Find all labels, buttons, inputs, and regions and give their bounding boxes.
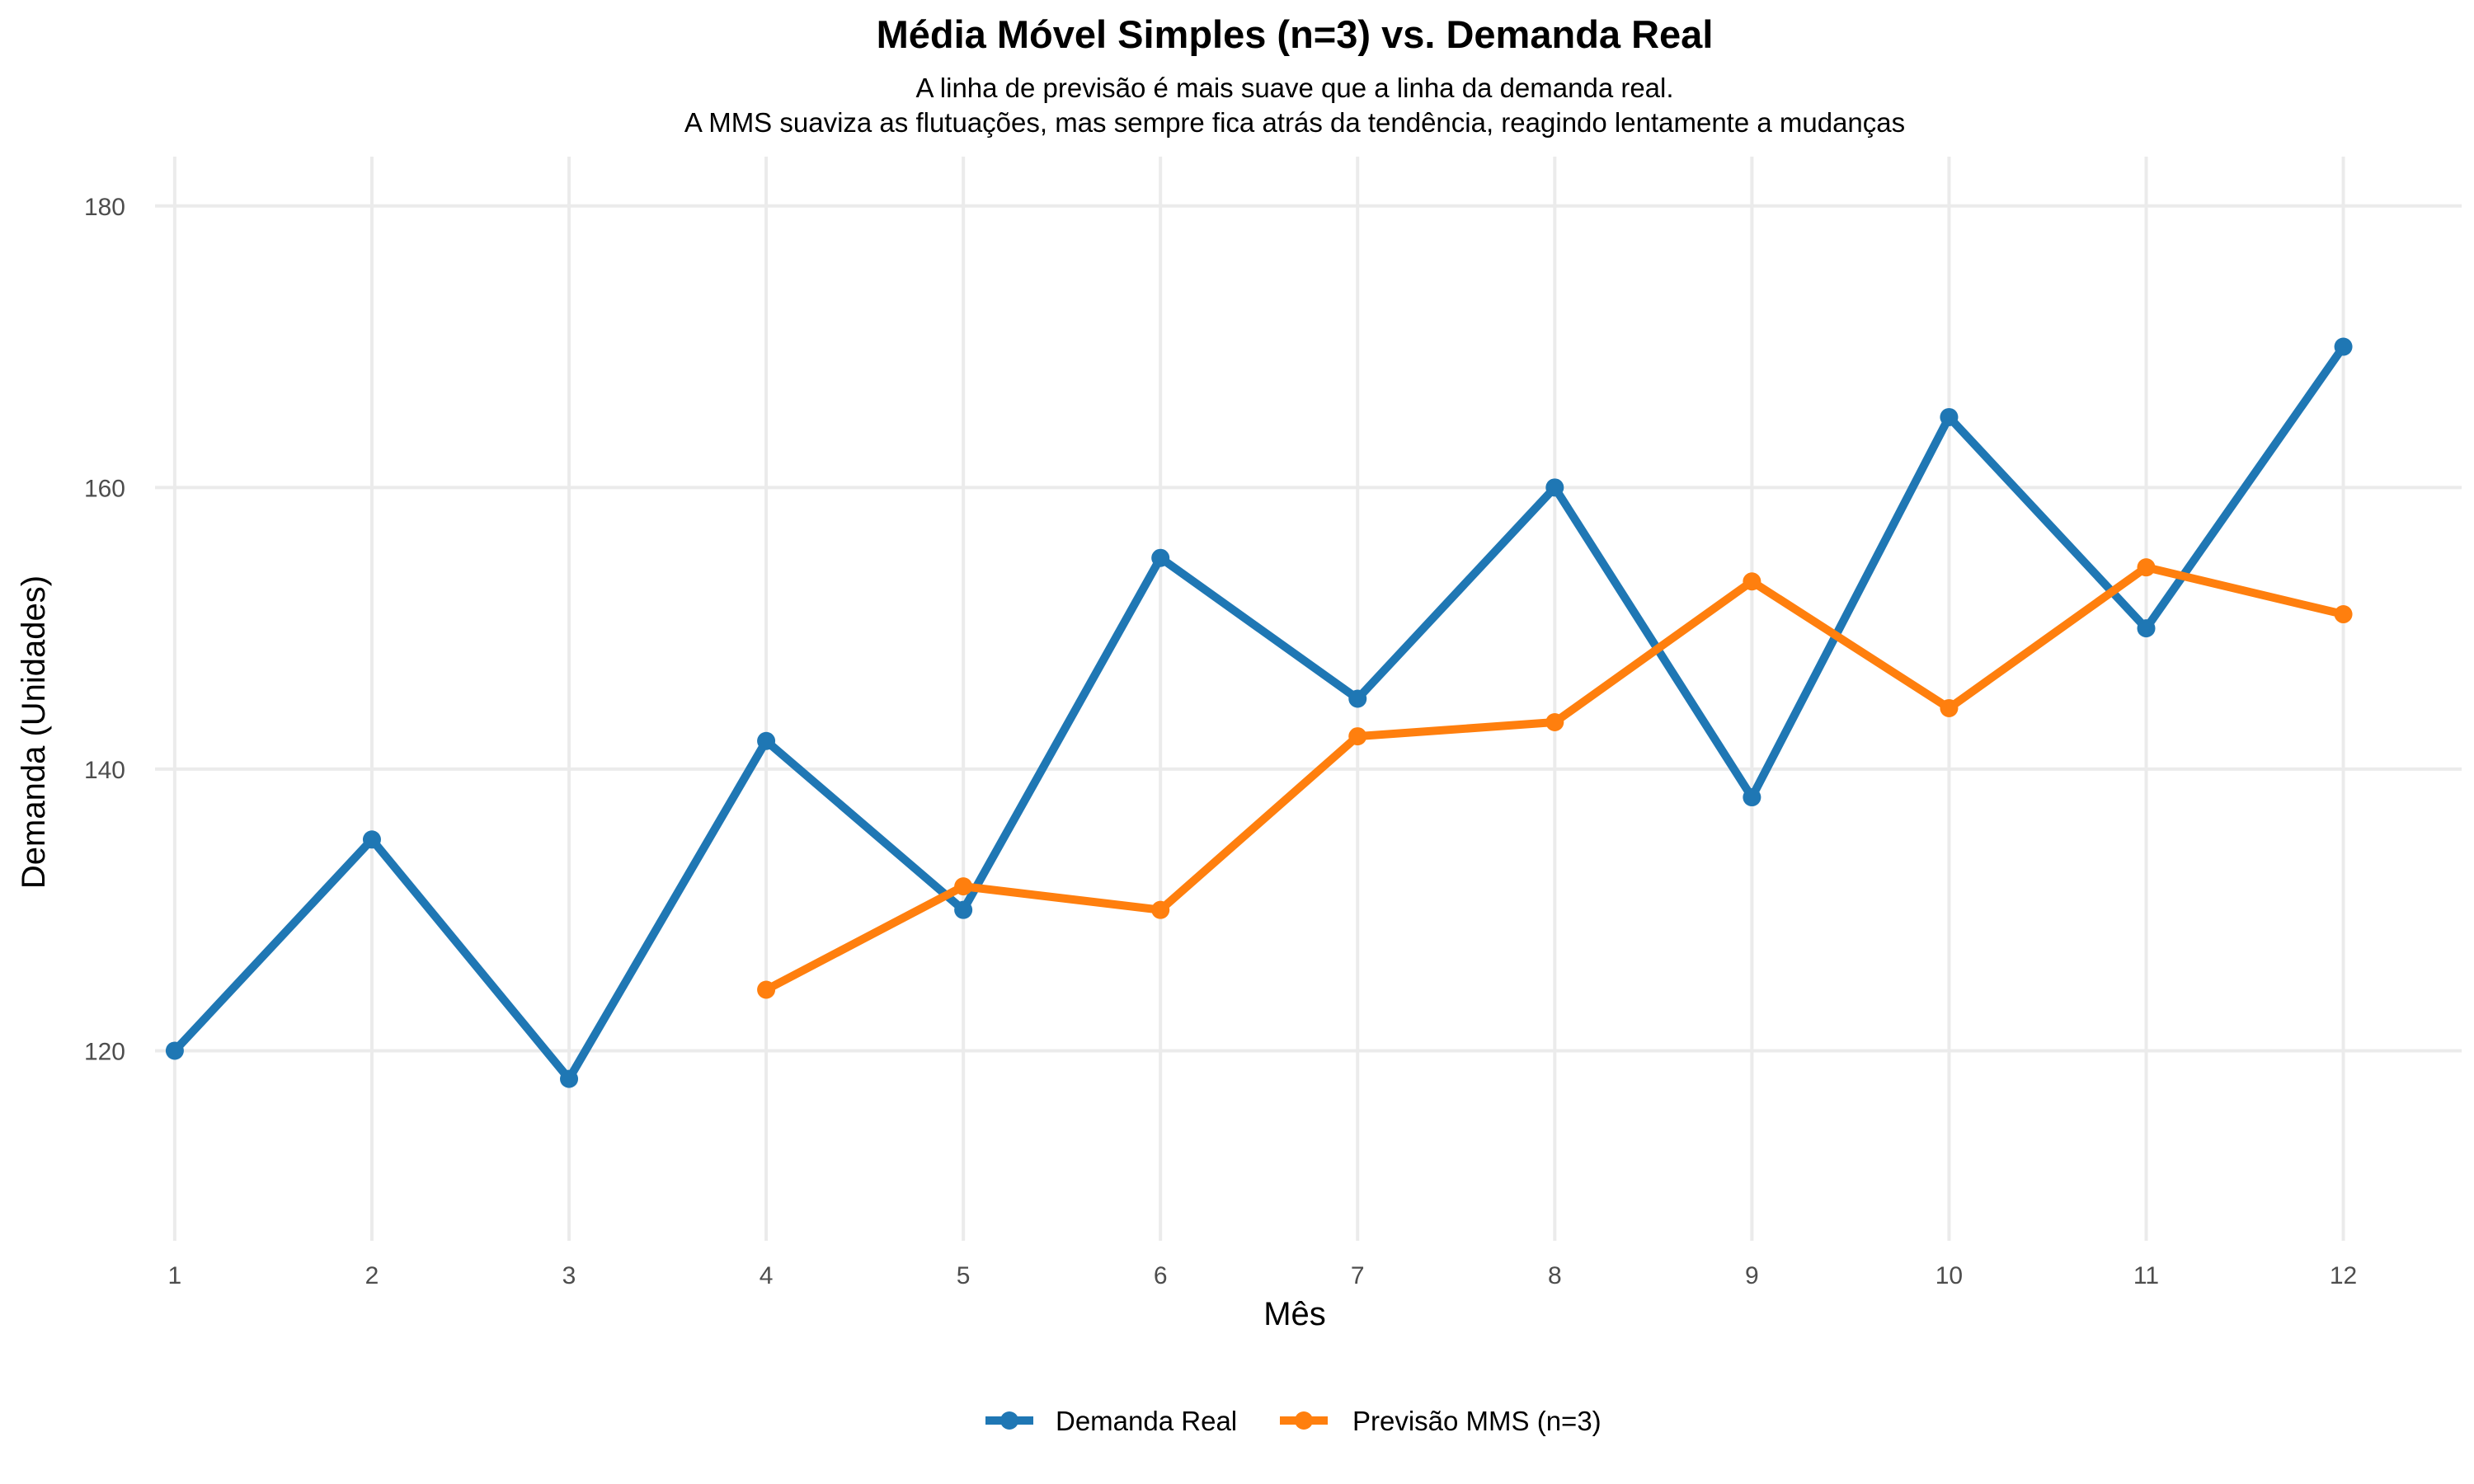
series-lines xyxy=(165,337,2353,1088)
chart-subtitle-line-2: A MMS suaviza as flutuações, mas sempre … xyxy=(684,107,1905,138)
legend-label-demanda-real: Demanda Real xyxy=(1056,1406,1237,1436)
point-previsao-mms-6 xyxy=(1151,900,1170,919)
chart-title: Média Móvel Simples (n=3) vs. Demanda Re… xyxy=(877,12,1714,56)
x-tick-label-8: 8 xyxy=(1548,1262,1562,1289)
point-previsao-mms-10 xyxy=(1940,698,1959,717)
x-tick-label-7: 7 xyxy=(1351,1262,1365,1289)
y-tick-label-140: 140 xyxy=(84,757,125,784)
chart-subtitle-line-1: A linha de previsão é mais suave que a l… xyxy=(915,73,1673,103)
point-previsao-mms-5 xyxy=(954,877,973,896)
y-tick-label-120: 120 xyxy=(84,1038,125,1065)
point-previsao-mms-7 xyxy=(1348,727,1367,746)
x-tick-label-11: 11 xyxy=(2133,1262,2159,1289)
point-previsao-mms-9 xyxy=(1743,572,1761,591)
series-line-demanda-real xyxy=(172,344,2347,1087)
point-demanda-real-8 xyxy=(1545,478,1564,497)
point-demanda-real-5 xyxy=(954,900,973,919)
x-tick-label-2: 2 xyxy=(365,1262,379,1289)
point-demanda-real-3 xyxy=(560,1069,579,1088)
x-tick-label-12: 12 xyxy=(2330,1262,2357,1289)
point-demanda-real-4 xyxy=(757,731,776,750)
y-tick-label-160: 160 xyxy=(84,475,125,502)
x-axis-title: Mês xyxy=(1263,1296,1326,1332)
legend-label-previsao-mms: Previsão MMS (n=3) xyxy=(1352,1406,1602,1436)
legend: Demanda Real Previsão MMS (n=3) xyxy=(985,1406,1602,1436)
point-demanda-real-12 xyxy=(2334,337,2353,356)
x-tick-label-5: 5 xyxy=(957,1262,971,1289)
point-previsao-mms-11 xyxy=(2137,558,2156,577)
legend-marker-demanda-real xyxy=(1000,1411,1018,1430)
point-demanda-real-6 xyxy=(1151,548,1170,567)
x-tick-label-6: 6 xyxy=(1154,1262,1168,1289)
point-demanda-real-10 xyxy=(1940,407,1959,426)
x-tick-label-3: 3 xyxy=(562,1262,576,1289)
y-axis-title: Demanda (Unidades) xyxy=(16,575,52,889)
x-tick-label-4: 4 xyxy=(760,1262,774,1289)
point-demanda-real-2 xyxy=(362,830,381,849)
legend-item-demanda-real: Demanda Real xyxy=(985,1406,1237,1436)
point-demanda-real-7 xyxy=(1348,689,1367,708)
point-previsao-mms-4 xyxy=(757,980,776,999)
y-tick-label-180: 180 xyxy=(84,194,125,221)
legend-marker-previsao-mms xyxy=(1295,1411,1313,1430)
point-previsao-mms-12 xyxy=(2334,605,2353,624)
point-previsao-mms-8 xyxy=(1545,713,1564,732)
point-demanda-real-9 xyxy=(1743,788,1761,807)
x-tick-label-1: 1 xyxy=(168,1262,182,1289)
legend-item-previsao-mms: Previsão MMS (n=3) xyxy=(1280,1406,1602,1436)
point-demanda-real-1 xyxy=(165,1041,184,1060)
x-tick-label-10: 10 xyxy=(1935,1262,1963,1289)
grid xyxy=(155,157,2462,1241)
x-tick-label-9: 9 xyxy=(1745,1262,1759,1289)
point-demanda-real-11 xyxy=(2137,619,2156,638)
